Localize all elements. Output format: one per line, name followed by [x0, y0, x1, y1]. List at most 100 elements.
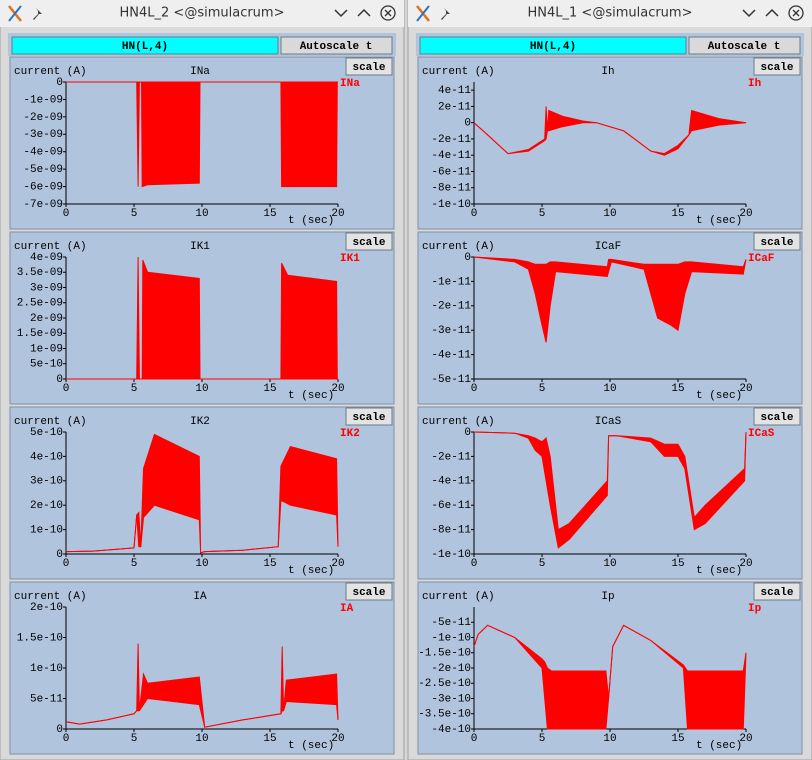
close-button[interactable] [788, 5, 804, 21]
y-tick-label: 1e-10 [30, 663, 63, 675]
autoscale-button[interactable] [688, 36, 801, 55]
plot-panel [9, 581, 395, 755]
scale-label[interactable]: scale [352, 587, 385, 599]
y-tick-label: -1e-10 [431, 199, 471, 211]
scale-button[interactable] [345, 582, 393, 601]
y-tick-label: -5e-09 [23, 164, 63, 176]
y-tick-label: 2.5e-09 [17, 298, 63, 310]
y-tick-label: 2e-09 [30, 313, 63, 325]
x-tick-label: 15 [263, 558, 276, 570]
scale-button[interactable] [753, 407, 801, 426]
app-icon [8, 5, 22, 22]
x-tick-label: 20 [331, 383, 344, 395]
graph-button[interactable] [11, 36, 279, 55]
y-tick-label: 0 [464, 427, 471, 439]
x-tick-label: 15 [671, 383, 684, 395]
y-tick-label: 5e-10 [30, 359, 63, 371]
minimize-button[interactable] [334, 9, 348, 18]
x-tick-label: 5 [539, 383, 546, 395]
x-tick-label: 5 [131, 558, 138, 570]
y-tick-label: -2e-10 [431, 663, 471, 675]
y-tick-label: -1e-11 [431, 276, 471, 288]
close-button[interactable] [384, 9, 392, 17]
autoscale-label[interactable]: Autoscale t [300, 41, 373, 53]
x-tick-label: 20 [331, 733, 344, 745]
x-tick-label: 5 [131, 383, 138, 395]
x-tick-label: 20 [331, 208, 344, 220]
y-tick-label: -4e-11 [431, 350, 471, 362]
scale-button[interactable] [753, 232, 801, 251]
minimize-button[interactable] [742, 9, 756, 18]
plot-title: Ih [601, 66, 614, 78]
y-tick-label: -2e-09 [23, 112, 63, 124]
y-tick-label: -3e-09 [23, 129, 63, 141]
trace-min [473, 256, 747, 343]
y-tick-label: 2e-11 [438, 101, 471, 113]
x-tick-label: 0 [63, 208, 70, 220]
maximize-button[interactable] [357, 8, 371, 17]
y-tick-label: 1e-10 [30, 525, 63, 537]
scale-label[interactable]: scale [760, 587, 793, 599]
x-tick-label: 10 [603, 733, 616, 745]
x-tick-label: 0 [471, 558, 478, 570]
autoscale-button[interactable] [280, 36, 393, 55]
maximize-button[interactable] [765, 8, 779, 17]
scale-button[interactable] [753, 582, 801, 601]
y-tick-label: 4e-11 [438, 85, 471, 97]
y-tick-label: -1e-10 [431, 549, 471, 561]
y-tick-label: -4e-10 [431, 724, 471, 736]
x-tick-label: 10 [195, 383, 208, 395]
scale-button[interactable] [753, 57, 801, 76]
y-tick-label: 0 [56, 724, 63, 736]
trace-max [473, 256, 747, 268]
y-axis-label: current (A) [422, 416, 495, 428]
scale-label[interactable]: scale [352, 412, 385, 424]
scale-label[interactable]: scale [352, 237, 385, 249]
close-button[interactable] [792, 9, 800, 17]
y-tick-label: 3.5e-09 [17, 267, 63, 279]
y-tick-label: 3e-09 [30, 282, 63, 294]
y-axis-label: current (A) [422, 241, 495, 253]
y-axis-label: current (A) [422, 66, 495, 78]
window-title: HN4L_1 <@simulacrum> [528, 6, 693, 21]
app-icon [416, 5, 430, 22]
scale-button[interactable] [345, 407, 393, 426]
scale-label[interactable]: scale [760, 412, 793, 424]
x-tick-label: 15 [263, 208, 276, 220]
scale-button[interactable] [345, 232, 393, 251]
trace-band [66, 257, 338, 379]
x-axis-label: t (sec) [288, 740, 334, 752]
x-tick-label: 10 [603, 383, 616, 395]
trace-label: IK2 [340, 428, 360, 440]
scale-button[interactable] [345, 57, 393, 76]
title-bar [408, 0, 812, 27]
graph-button[interactable] [419, 36, 687, 55]
x-tick-label: 0 [63, 558, 70, 570]
y-axis-label: current (A) [422, 591, 495, 603]
y-tick-label: 1.5e-09 [17, 328, 63, 340]
pin-button[interactable] [441, 8, 450, 20]
scale-label[interactable]: scale [760, 237, 793, 249]
trace-min [473, 122, 747, 156]
y-tick-label: -2.5e-10 [418, 678, 471, 690]
x-tick-label: 5 [539, 208, 546, 220]
graph-button-label[interactable]: HN(L,4) [530, 41, 576, 53]
trace-min [65, 697, 339, 728]
trace-min [473, 624, 747, 730]
y-tick-label: -4e-09 [23, 147, 63, 159]
trace-band [66, 82, 338, 187]
y-tick-label: -6e-11 [431, 166, 471, 178]
scale-label[interactable]: scale [352, 62, 385, 74]
y-tick-label: 0 [56, 549, 63, 561]
y-tick-label: -6e-11 [431, 500, 471, 512]
x-axis-label: t (sec) [696, 215, 742, 227]
y-axis-label: current (A) [14, 241, 87, 253]
pin-button[interactable] [33, 8, 42, 20]
close-button[interactable] [380, 5, 396, 21]
scale-label[interactable]: scale [760, 62, 793, 74]
graph-button-label[interactable]: HN(L,4) [122, 41, 168, 53]
y-tick-label: -3e-11 [431, 325, 471, 337]
autoscale-label[interactable]: Autoscale t [708, 41, 781, 53]
x-tick-label: 0 [471, 733, 478, 745]
